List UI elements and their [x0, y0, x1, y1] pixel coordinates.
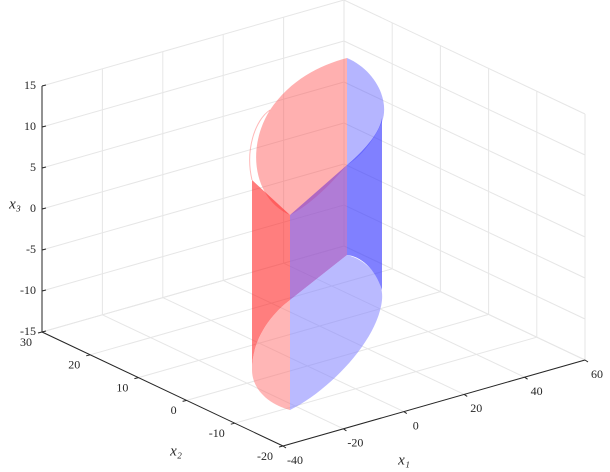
z-tick-label: -15	[20, 324, 36, 338]
x-tick	[403, 411, 408, 415]
z-tick	[41, 84, 47, 87]
blue-bottom-cap	[290, 255, 383, 410]
z-tick-label: -10	[20, 283, 36, 297]
z-tick-label: -5	[26, 242, 36, 256]
grid-line	[234, 336, 537, 424]
y-tick-label: 0	[171, 403, 177, 417]
z-tick	[41, 166, 47, 169]
z-tick-label: 5	[30, 160, 36, 174]
grid-line	[343, 0, 586, 115]
x-tick-label: 0	[413, 418, 419, 432]
y-tick	[230, 422, 235, 425]
y-tick-label: 20	[68, 358, 80, 372]
x-tick-label: 40	[531, 384, 543, 398]
z-tick	[41, 330, 47, 333]
x-tick-label: 60	[591, 367, 603, 381]
x-tick-label: 20	[470, 401, 482, 415]
y-tick	[278, 445, 284, 448]
x-tick	[584, 359, 589, 363]
grid-line	[343, 163, 586, 279]
red-bottom-cap	[252, 300, 290, 410]
grid-line	[41, 81, 345, 169]
grid-line	[41, 0, 345, 87]
x-tick	[343, 428, 347, 432]
z-tick	[41, 125, 47, 128]
z-tick	[41, 248, 47, 251]
red-side	[252, 180, 290, 370]
blue-top-cap	[347, 58, 385, 165]
grid-line	[102, 314, 344, 430]
grid-line	[343, 81, 586, 197]
y-tick-label: -20	[257, 449, 273, 463]
y-tick	[134, 377, 139, 380]
grid-line	[343, 204, 586, 320]
y-tick	[86, 354, 91, 357]
z-tick-label: 15	[24, 78, 36, 92]
x-tick	[282, 445, 287, 449]
y-tick-label: 30	[20, 335, 32, 349]
x-tick-label: -20	[347, 436, 363, 450]
x-tick	[524, 376, 528, 380]
axes: -40 -20 0 20 40 60 -20 -10 0 10 20 30-15 -10 -5 0 5 10 15	[20, 78, 603, 467]
x-tick-label: -40	[287, 453, 303, 467]
z-tick-label: 10	[24, 119, 36, 133]
grid-line	[41, 122, 345, 210]
x-tick	[463, 393, 468, 397]
x-axis	[282, 359, 586, 447]
y-tick-label: -10	[209, 426, 225, 440]
y-axis-label: x₂	[169, 443, 182, 459]
y-tick	[182, 399, 187, 402]
y-axis	[41, 331, 284, 447]
grid-line	[343, 40, 586, 156]
red-left-cap-edge	[249, 109, 271, 181]
z-tick	[41, 289, 47, 292]
grid-line	[41, 163, 345, 251]
surfaces	[249, 58, 385, 410]
grid-line	[343, 122, 586, 238]
red-top-cap	[256, 58, 347, 215]
x-axis-label: x₁	[397, 452, 410, 468]
y-tick	[37, 331, 43, 334]
z-tick-label: 0	[30, 201, 36, 215]
z-axis-label: x₃	[8, 196, 21, 212]
grid-line	[343, 245, 586, 361]
grid-line	[41, 40, 345, 128]
z-tick	[41, 207, 47, 210]
blue-side	[347, 118, 382, 290]
y-tick-label: 10	[116, 380, 128, 394]
